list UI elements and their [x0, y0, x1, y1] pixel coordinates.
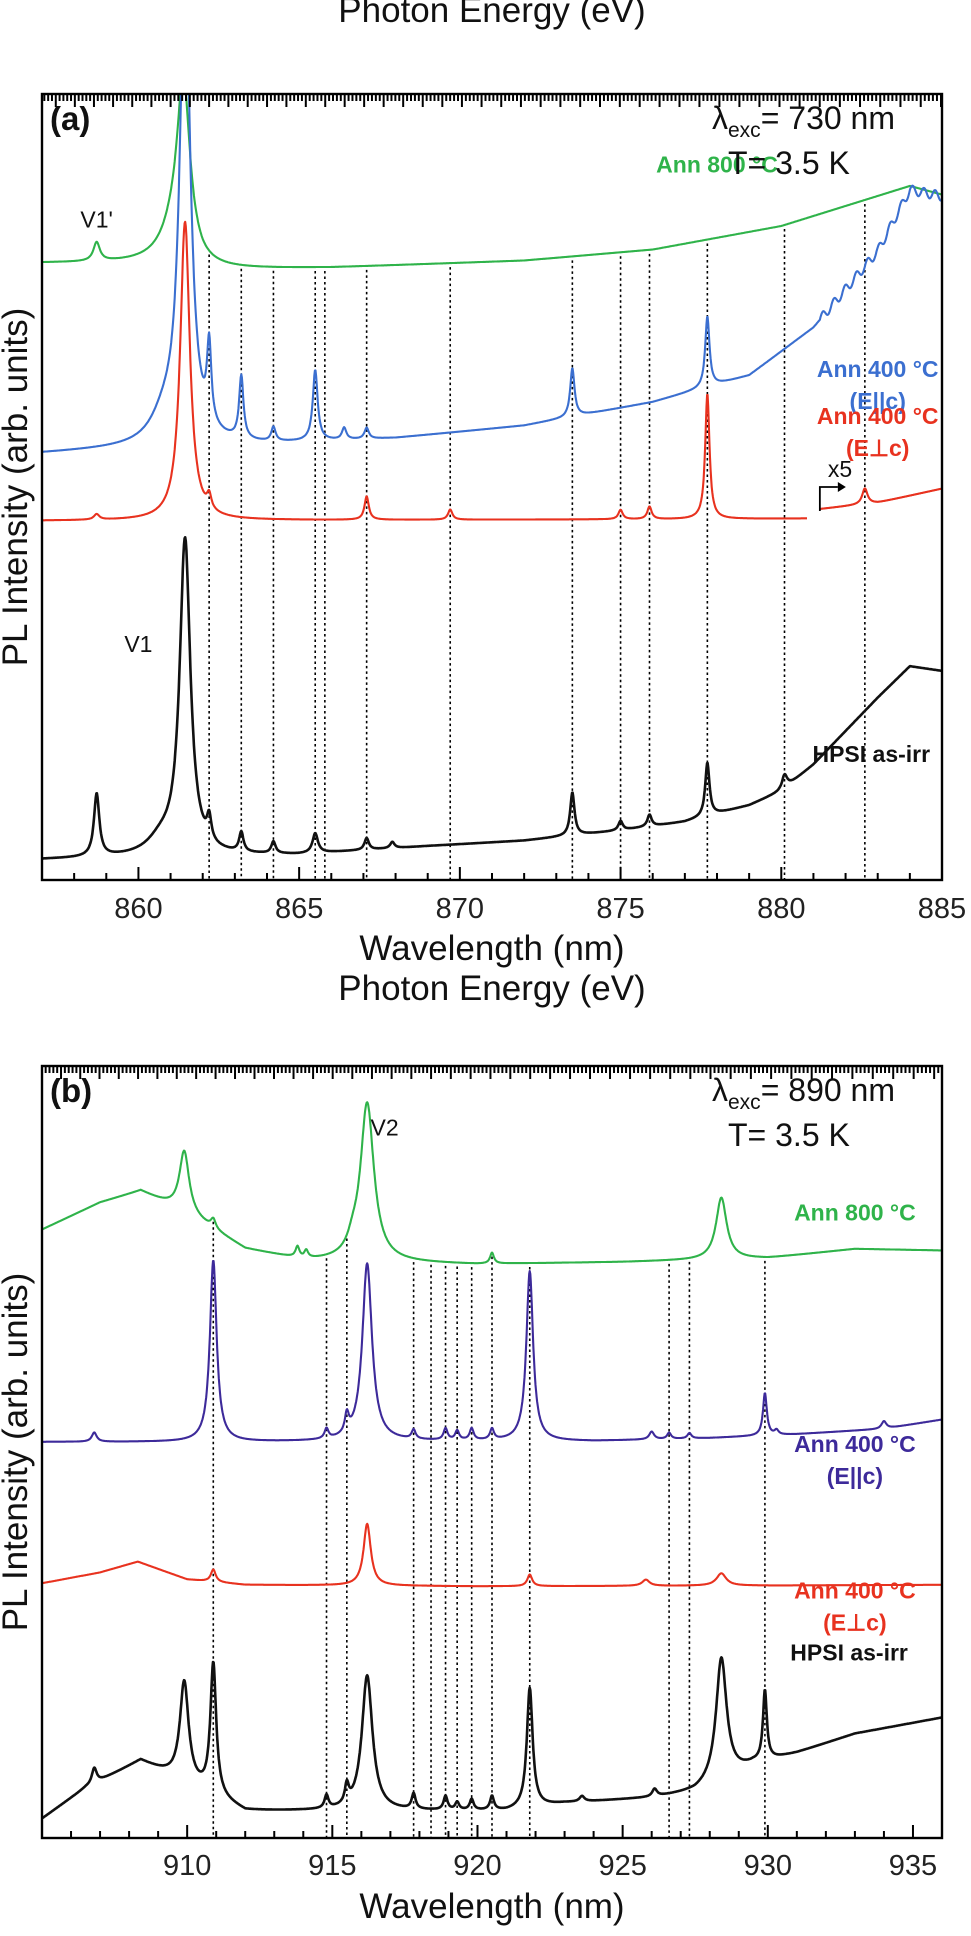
- panel-a-series-label: Ann 400 °C (E⊥c): [817, 403, 939, 461]
- panel-a-xtick-label: 870: [436, 893, 484, 925]
- panel-b-series-line: [42, 1656, 942, 1820]
- panel-b-series-3: [42, 1656, 942, 1820]
- exc-value: = 890 nm: [761, 1072, 895, 1108]
- panel-a-series-3: [42, 536, 942, 860]
- panel-b-series-line: [42, 1522, 942, 1588]
- panel-b-xlabel: Wavelength (nm): [359, 1887, 624, 1926]
- panel-a-letter: (a): [50, 100, 90, 137]
- panel-b-frame: [40, 1064, 944, 1840]
- panel-a-xtick-label: 875: [596, 893, 644, 925]
- panel-a-series-1: [42, 94, 942, 453]
- panel-a-series-label-line: Ann 800 °C: [656, 152, 778, 178]
- panel-a-series-label-line: Ann 400 °C: [817, 356, 939, 382]
- panel-a-series-label: Ann 400 °C (E||c): [817, 356, 939, 414]
- panel-a-temperature: T= 3.5 K: [728, 145, 850, 181]
- panel-b-series-label-line: Ann 400 °C: [794, 1431, 916, 1457]
- panel-b-series-label: Ann 400 °C (E||c): [794, 1431, 916, 1489]
- panel-a-series-line: [42, 536, 942, 860]
- panel-a-xtick-label: 880: [757, 893, 805, 925]
- panel-b-series-2: [42, 1522, 942, 1588]
- panel-b-peak-label: V2: [371, 1114, 399, 1140]
- exc-subscript: exc: [728, 1091, 761, 1114]
- panel-b-temperature: T= 3.5 K: [728, 1117, 850, 1153]
- panel-b-x2label: Photon Energy (eV): [338, 969, 645, 1008]
- panel-a-xlabel: Wavelength (nm): [359, 929, 624, 968]
- panel-b-xtick-label: 925: [598, 1850, 646, 1882]
- panel-a-series-label-line: (E||c): [850, 388, 906, 414]
- panel-b-ylabel: PL Intensity (arb. units): [0, 1273, 35, 1632]
- panel-a-ylabel: PL Intensity (arb. units): [0, 308, 35, 667]
- panel-a-series-label: HPSI as-irr: [812, 741, 930, 767]
- panel-a-series-label: Ann 800 °C: [656, 152, 778, 178]
- panel-b-letter: (b): [50, 1072, 92, 1109]
- panel-a-x5-label: x5: [828, 456, 852, 482]
- panel-a-frame: [40, 92, 944, 882]
- panel-b-series-label-line: Ann 400 °C: [794, 1578, 916, 1604]
- panel-a-series-line: [819, 487, 942, 510]
- panel-b-series-label-line: Ann 800 °C: [794, 1199, 916, 1225]
- panel-a-xtick-label: 885: [918, 893, 966, 925]
- panel-b-dotted-lines: [212, 1221, 766, 1838]
- exc-value: = 730 nm: [761, 100, 895, 136]
- panel-b-series-label: Ann 400 °C (E⊥c): [794, 1578, 916, 1636]
- lambda-symbol: λ: [712, 100, 728, 136]
- panel-b-series-label: HPSI as-irr: [790, 1639, 908, 1665]
- panel-a-x5-arrow: [837, 482, 846, 493]
- panel-a-peak-label: V1': [80, 207, 113, 233]
- panel-b-xtick-label: 915: [308, 1850, 356, 1882]
- panel-a-x5-bracket: [818, 486, 838, 512]
- panel-b-series-line: [42, 1259, 942, 1443]
- panel-a-series-2: [42, 220, 942, 522]
- panel-b-xtick-label: 930: [744, 1850, 792, 1882]
- exc-subscript: exc: [728, 119, 761, 142]
- panel-a-series-label-line: (E⊥c): [846, 435, 910, 461]
- panel-a-series-label-line: Ann 400 °C: [817, 403, 939, 429]
- panel-a-series-line: [42, 220, 808, 522]
- lambda-symbol: λ: [712, 1072, 728, 1108]
- panel-a-dotted-lines: [208, 203, 866, 880]
- panel-b-series-0: [42, 1101, 942, 1265]
- panel-b-series-1: [42, 1259, 942, 1443]
- panel-a-x2label: Photon Energy (eV): [338, 0, 645, 30]
- panel-b-xtick-label: 910: [163, 1850, 211, 1882]
- panel-b-series-label: Ann 800 °C: [794, 1199, 916, 1225]
- panel-b-xtick-label: 920: [453, 1850, 501, 1882]
- panel-a-excitation: λexc= 730 nm: [712, 100, 895, 142]
- panel-a-series-line: [42, 94, 942, 269]
- panel-a-xtick-label: 860: [114, 893, 162, 925]
- panel-a-xtick-label: 865: [275, 893, 323, 925]
- panel-b-excitation: λexc= 890 nm: [712, 1072, 895, 1114]
- panel-a-series-label-line: HPSI as-irr: [812, 741, 930, 767]
- panel-b-series-label-line: HPSI as-irr: [790, 1639, 908, 1665]
- panel-b-series-label-line: (E||c): [827, 1463, 883, 1489]
- panel-b: Ann 800 °C Ann 400 °C (E||c) Ann 400 °C (E⊥c…: [0, 969, 944, 1926]
- panel-a-series-line: [42, 94, 942, 453]
- panel-a-peak-label: V1: [124, 631, 152, 657]
- panel-b-xtick-label: 935: [889, 1850, 937, 1882]
- panel-b-series-line: [42, 1101, 942, 1265]
- panel-b-series-label-line: (E⊥c): [823, 1610, 887, 1636]
- panel-a-series-0: [42, 94, 942, 269]
